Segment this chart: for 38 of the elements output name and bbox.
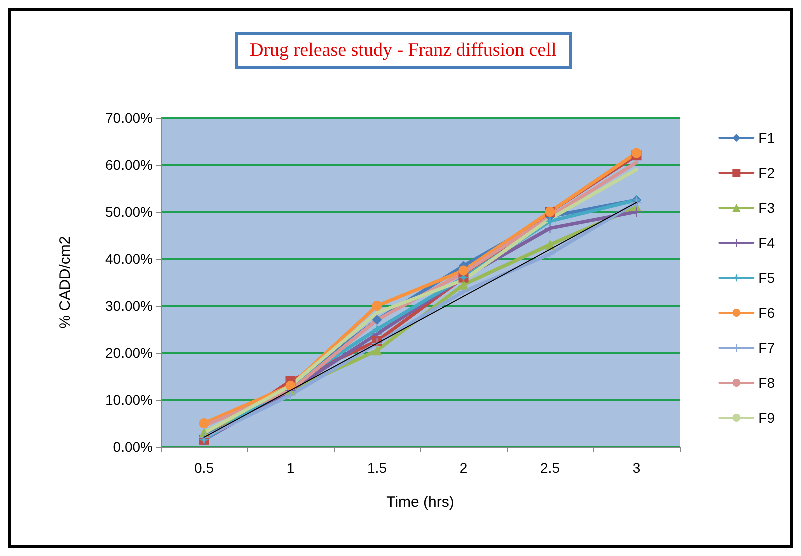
x-tick-label: 3 <box>632 460 641 476</box>
x-tick-label: 1.5 <box>368 460 388 476</box>
y-tick-label: 0.00% <box>113 439 153 455</box>
point <box>199 418 210 428</box>
legend-label: F3 <box>758 200 776 216</box>
legend-label: F8 <box>758 375 776 391</box>
legend-label: F5 <box>758 270 776 286</box>
y-tick-label: 60.00% <box>106 157 153 173</box>
point <box>372 324 382 334</box>
y-tick-label: 30.00% <box>106 298 153 314</box>
x-tick-label: 2 <box>460 460 468 476</box>
point <box>458 266 469 276</box>
point <box>372 301 382 311</box>
chart-title: Drug release study - Franz diffusion cell <box>250 40 557 61</box>
point <box>632 148 642 158</box>
point <box>458 286 469 297</box>
x-axis-title: Time (hrs) <box>386 494 454 511</box>
x-tick-label: 2.5 <box>540 460 560 476</box>
point <box>545 249 556 260</box>
x-tick-label: 1 <box>286 460 295 476</box>
y-tick-label: 10.00% <box>106 392 153 408</box>
legend-label: F7 <box>758 340 776 356</box>
y-tick-label: 20.00% <box>106 345 153 361</box>
point <box>286 390 296 400</box>
y-axis-title: % CADD/cm2 <box>57 236 74 329</box>
point <box>372 346 382 356</box>
point <box>632 198 642 208</box>
y-tick-label: 70.00% <box>106 110 153 126</box>
legend-label: F9 <box>758 410 776 426</box>
legend-label: F1 <box>758 130 776 146</box>
point <box>632 207 642 217</box>
legend-label: F4 <box>758 235 776 251</box>
legend-label: F6 <box>758 305 776 321</box>
point <box>372 315 382 326</box>
legend-label: F2 <box>758 165 776 181</box>
y-tick-label: 50.00% <box>106 204 153 220</box>
x-tick-label: 0.5 <box>194 460 214 476</box>
y-tick-label: 40.00% <box>106 251 153 267</box>
